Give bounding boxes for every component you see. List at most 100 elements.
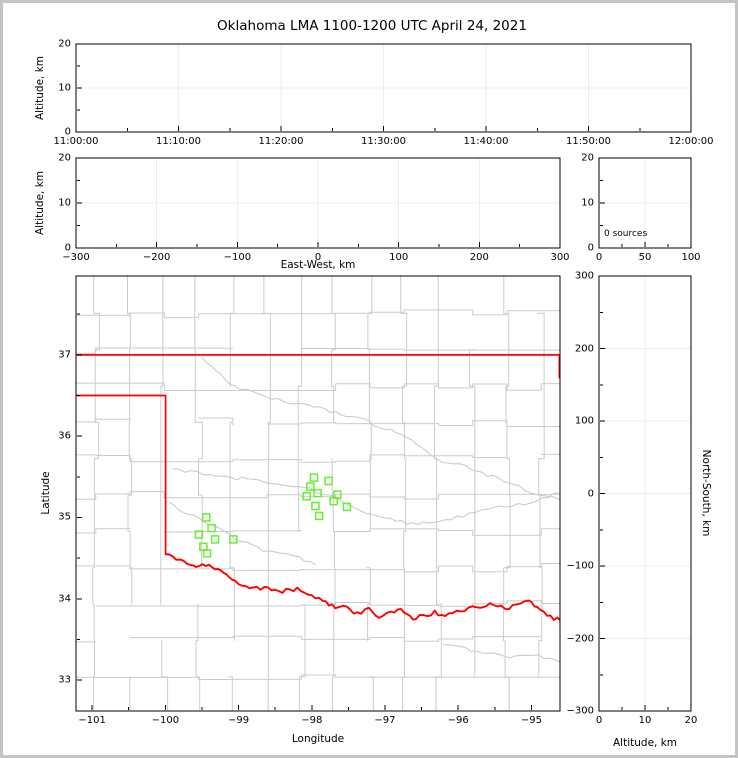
county-line <box>129 635 542 642</box>
ns-altitude-ytick-label: 100 <box>574 415 594 427</box>
river-line <box>168 501 316 566</box>
plan-map-xtick-label: −95 <box>520 715 542 726</box>
ns-altitude-ytick-label: −300 <box>566 705 594 717</box>
lma-source-marker <box>311 501 320 511</box>
lma-source-marker <box>342 502 352 512</box>
lma-source-marker <box>210 535 220 544</box>
plan-map-ytick-label: 37 <box>58 349 71 361</box>
time-height-ytick-label: 10 <box>58 82 71 94</box>
county-line <box>92 276 100 711</box>
county-line <box>195 603 201 711</box>
time-height-xtick-label: 11:40:00 <box>463 136 509 147</box>
ns-altitude-xtick-label: 10 <box>638 715 652 726</box>
ew-height-xtick-label: 200 <box>469 252 489 263</box>
state-border-red-river <box>164 553 560 622</box>
time-height-ylabel: Altitude, km <box>34 55 46 121</box>
ew-height-ytick-label: 20 <box>58 152 71 164</box>
plot-canvas <box>75 43 692 712</box>
lma-source-marker <box>202 513 211 522</box>
plan-map-ytick-label: 35 <box>58 511 71 523</box>
county-line <box>266 420 560 427</box>
ns-altitude-ytick-label: 300 <box>574 270 594 282</box>
lma-source-marker <box>202 549 212 558</box>
time-height-xtick-label: 12:00:00 <box>668 136 714 147</box>
plan-map-xtick-label: −97 <box>374 715 396 726</box>
county-line <box>76 309 560 319</box>
lma-source-marker <box>302 492 311 501</box>
map-layers <box>76 276 560 711</box>
county-line <box>76 418 131 423</box>
ew-height-ytick-label: 10 <box>58 197 71 209</box>
lma-source-marker <box>229 535 238 544</box>
time-height-xtick-label: 11:50:00 <box>566 136 611 147</box>
ew-height-xtick-label: 0 <box>314 252 322 263</box>
ns-altitude-ytick-label: −200 <box>566 633 594 644</box>
altitude-histogram-panel <box>598 157 692 249</box>
ew-height-xtick-label: −300 <box>62 252 90 263</box>
lma-source-marker <box>306 482 315 491</box>
ew-height-ylabel: Altitude, km <box>34 170 46 236</box>
county-line <box>263 276 271 711</box>
state-border-texas-panhandle <box>76 394 167 555</box>
county-line <box>76 347 234 354</box>
county-line <box>76 454 508 463</box>
lma-source-marker <box>194 530 204 539</box>
time-height-xtick-label: 11:10:00 <box>156 136 201 147</box>
county-line <box>160 276 164 605</box>
time-height-xtick-label: 11:20:00 <box>258 136 304 147</box>
county-line <box>300 348 560 351</box>
lma-source-marker <box>313 488 322 498</box>
plan-map-xtick-label: −96 <box>447 715 469 726</box>
county-line <box>468 349 477 678</box>
ew-height-panel <box>75 157 561 249</box>
altitude-histogram-xtick-label: 100 <box>681 252 701 263</box>
ew-height-xlabel: East-West, km <box>280 259 356 271</box>
county-line <box>76 382 560 391</box>
county-line <box>198 417 234 426</box>
map-ylabel: Latitude <box>40 471 52 515</box>
ns-altitude-panel <box>598 275 692 712</box>
time-height-ytick-label: 20 <box>58 38 71 50</box>
altitude-histogram-xtick-label: 50 <box>638 252 652 263</box>
ew-height-xtick-label: −200 <box>142 252 171 263</box>
ew-height-xtick-label: 100 <box>389 252 409 263</box>
county-line <box>434 276 442 711</box>
map-xlabel: Longitude <box>291 733 345 745</box>
ns-ylabel: North-South, km <box>700 449 712 537</box>
county-line <box>502 276 511 711</box>
ns-xlabel: Altitude, km <box>612 737 678 749</box>
time-height-panel <box>75 43 692 133</box>
time-height-ytick-label: 0 <box>64 126 71 138</box>
lma-source-marker <box>314 511 324 521</box>
plan-map-xtick-label: −99 <box>227 715 250 726</box>
county-line <box>76 528 131 534</box>
plan-map-xtick-label: −101 <box>78 715 106 726</box>
county-line <box>76 491 560 500</box>
plan-map-ytick-label: 33 <box>58 674 71 686</box>
county-line <box>95 600 560 607</box>
river-line <box>201 356 560 501</box>
county-line <box>228 676 233 711</box>
altitude-histogram-ytick-label: 0 <box>587 242 594 254</box>
county-line <box>194 276 203 569</box>
figure-title: Oklahoma LMA 1100-1200 UTC April 24, 202… <box>217 18 527 34</box>
river-line <box>443 644 560 663</box>
county-line <box>76 674 560 680</box>
ew-height-xtick-label: 300 <box>550 252 570 263</box>
plan-map-xtick-label: −100 <box>151 715 180 726</box>
county-line <box>163 530 302 533</box>
county-line <box>298 603 306 711</box>
ew-height-ytick-label: 0 <box>64 242 71 254</box>
lma-source-marker <box>309 473 319 482</box>
ns-altitude-ytick-label: 0 <box>587 488 594 499</box>
altitude-histogram-xtick-label: 0 <box>595 252 603 263</box>
plan-map-ytick-label: 34 <box>58 593 71 605</box>
county-line <box>127 276 133 605</box>
ns-altitude-ytick-label: 200 <box>574 343 594 354</box>
lma-source-marker <box>329 496 338 506</box>
ns-altitude-xtick-label: 20 <box>684 715 698 726</box>
river-line <box>172 468 560 525</box>
altitude-histogram-ytick-label: 20 <box>581 152 594 164</box>
county-line <box>335 528 560 536</box>
